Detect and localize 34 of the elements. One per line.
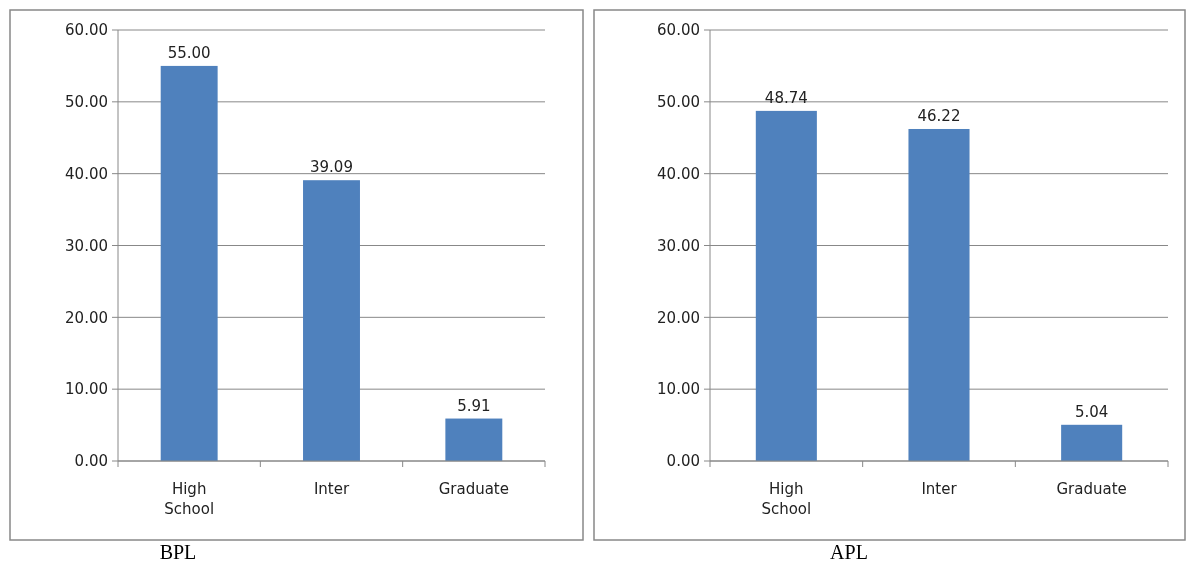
- y-tick-label: 40.00: [65, 164, 108, 183]
- y-tick-label: 10.00: [657, 380, 700, 399]
- data-label: 5.91: [457, 396, 491, 415]
- y-tick-label: 40.00: [657, 164, 700, 183]
- x-tick-label: Inter: [313, 480, 350, 498]
- data-label: 5.04: [1074, 402, 1109, 421]
- data-label: 46.22: [917, 106, 961, 125]
- data-label: 48.74: [764, 88, 808, 107]
- bar: [303, 180, 360, 461]
- bar: [1061, 424, 1123, 461]
- data-label: 39.09: [310, 158, 353, 177]
- bar: [160, 65, 218, 461]
- x-tick-label: High School: [164, 480, 215, 518]
- y-tick-label: 20.00: [65, 308, 108, 327]
- bar: [908, 128, 970, 461]
- y-tick-label: 0.00: [666, 452, 700, 471]
- y-tick-label: 60.00: [65, 21, 108, 40]
- y-tick-label: 20.00: [657, 308, 700, 327]
- x-tick-label: Graduate: [438, 480, 509, 498]
- x-tick-label: Inter: [921, 480, 958, 498]
- text: APL: [830, 541, 868, 563]
- y-tick-label: 10.00: [65, 380, 108, 399]
- bar: [755, 110, 817, 461]
- bar: [445, 418, 503, 461]
- y-tick-label: 50.00: [657, 93, 700, 112]
- data-label: 55.00: [167, 43, 211, 62]
- y-tick-label: 30.00: [657, 236, 700, 255]
- text: BPL: [159, 541, 197, 563]
- y-tick-label: 30.00: [65, 236, 108, 255]
- y-tick-label: 0.00: [74, 452, 108, 471]
- y-tick-label: 50.00: [65, 93, 108, 112]
- x-tick-label: High School: [761, 480, 812, 518]
- x-tick-label: Graduate: [1056, 480, 1127, 498]
- y-tick-label: 60.00: [657, 21, 700, 40]
